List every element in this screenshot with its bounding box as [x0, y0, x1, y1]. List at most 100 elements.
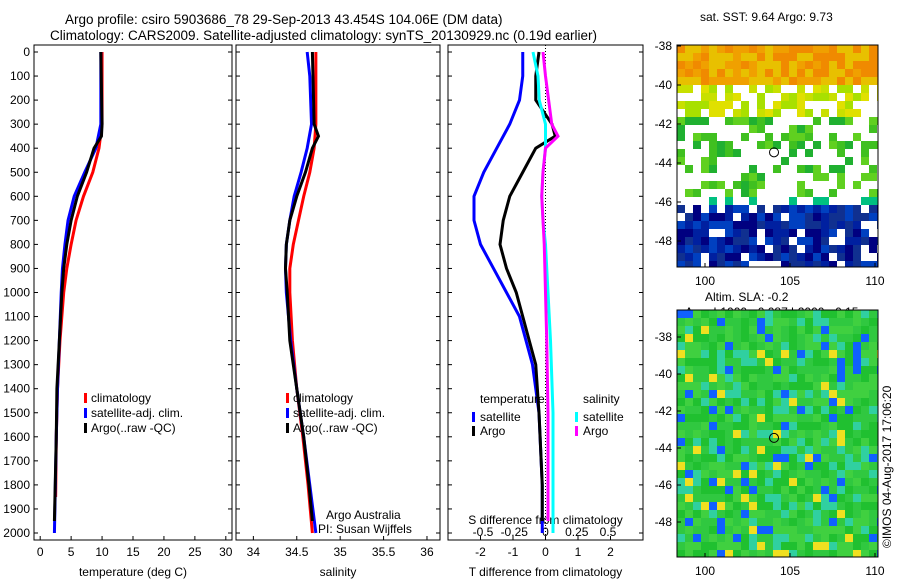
series-line-s-argo — [540, 51, 560, 521]
map-cell — [685, 310, 693, 318]
map-cell — [789, 422, 797, 430]
map-cell — [813, 61, 821, 69]
map-cell — [677, 61, 685, 69]
map-cell — [693, 470, 701, 478]
map-cell — [853, 422, 861, 430]
map-cell — [677, 390, 685, 398]
map-cell — [717, 213, 725, 221]
map-cell — [677, 542, 685, 550]
map-cell — [725, 422, 733, 430]
map-cell — [733, 430, 741, 438]
map-cell — [701, 229, 709, 237]
map-cell — [813, 350, 821, 358]
map-cell — [813, 518, 821, 526]
x-tick-label: 35.5 — [372, 545, 396, 559]
map-cell — [717, 261, 725, 267]
map-cell — [869, 406, 877, 414]
depth-tick-label: 600 — [10, 189, 30, 203]
map-cell — [797, 189, 805, 197]
map-cell — [805, 69, 813, 77]
map-cell — [749, 165, 757, 173]
map-cell — [813, 245, 821, 253]
map-cell — [733, 326, 741, 334]
map-cell — [749, 374, 757, 382]
x-tick-label: 35 — [333, 545, 347, 559]
map-cell — [733, 350, 741, 358]
map-cell — [845, 446, 853, 454]
map-cell — [821, 518, 829, 526]
map-cell — [717, 358, 725, 366]
map-cell — [845, 534, 853, 542]
map-cell — [725, 310, 733, 318]
legend-swatch — [84, 408, 87, 418]
map-cell — [757, 205, 765, 213]
map-cell — [693, 261, 701, 267]
map-cell — [725, 358, 733, 366]
map-cell — [733, 478, 741, 486]
map-cell — [733, 318, 741, 326]
map-cell — [829, 318, 837, 326]
map-cell — [733, 109, 741, 117]
map-cell — [837, 502, 845, 510]
map-cell — [741, 237, 749, 245]
map-cell — [837, 69, 845, 77]
map-cell — [693, 342, 701, 350]
map-cell — [701, 382, 709, 390]
map-cell — [845, 470, 853, 478]
map-cell — [789, 374, 797, 382]
map-cell — [725, 374, 733, 382]
map-cell — [709, 245, 717, 253]
map-cell — [733, 374, 741, 382]
map-cell — [677, 149, 685, 157]
map-cell — [717, 374, 725, 382]
map-cell — [829, 446, 837, 454]
map-cell — [765, 518, 773, 526]
map-cell — [861, 374, 869, 382]
map-cell — [677, 125, 685, 133]
map-cell — [717, 101, 725, 109]
map-cell — [781, 77, 789, 85]
map-cell — [845, 542, 853, 550]
legend-label: satellite-adj. clim. — [293, 406, 385, 420]
map-cell — [717, 109, 725, 117]
map-cell — [685, 189, 693, 197]
map-cell — [821, 213, 829, 221]
lat-tick-label: -42 — [655, 117, 673, 131]
map-cell — [829, 61, 837, 69]
legend-label: satellite — [583, 410, 624, 424]
map-cell — [749, 518, 757, 526]
map-cell — [765, 342, 773, 350]
map-cell — [789, 261, 797, 267]
map-cell — [837, 117, 845, 125]
map-cell — [869, 237, 877, 245]
map-cell — [765, 494, 773, 502]
map-cell — [709, 165, 717, 173]
map-cell — [717, 221, 725, 229]
map-cell — [853, 494, 861, 502]
map-cell — [853, 61, 861, 69]
title-line-1: Argo profile: csiro 5903686_78 29-Sep-20… — [65, 12, 503, 27]
lon-tick-label: 105 — [780, 564, 800, 578]
map-cell — [773, 438, 781, 446]
map-cell — [765, 534, 773, 542]
map-cell — [709, 462, 717, 470]
map-cell — [813, 502, 821, 510]
map-cell — [773, 350, 781, 358]
map-cell — [773, 382, 781, 390]
map-cell — [837, 221, 845, 229]
map-cell — [757, 454, 765, 462]
map-cell — [805, 45, 813, 53]
map-cell — [749, 189, 757, 197]
map-cell — [693, 414, 701, 422]
map-cell — [677, 462, 685, 470]
depth-tick-label: 1300 — [3, 358, 30, 372]
map-cell — [789, 213, 797, 221]
map-cell — [773, 45, 781, 53]
map-cell — [693, 430, 701, 438]
map-cell — [853, 109, 861, 117]
map-cell — [797, 69, 805, 77]
legend-label: satellite-adj. clim. — [91, 406, 183, 420]
map-cell — [805, 550, 813, 557]
map-cell — [781, 534, 789, 542]
map-cell — [773, 53, 781, 61]
